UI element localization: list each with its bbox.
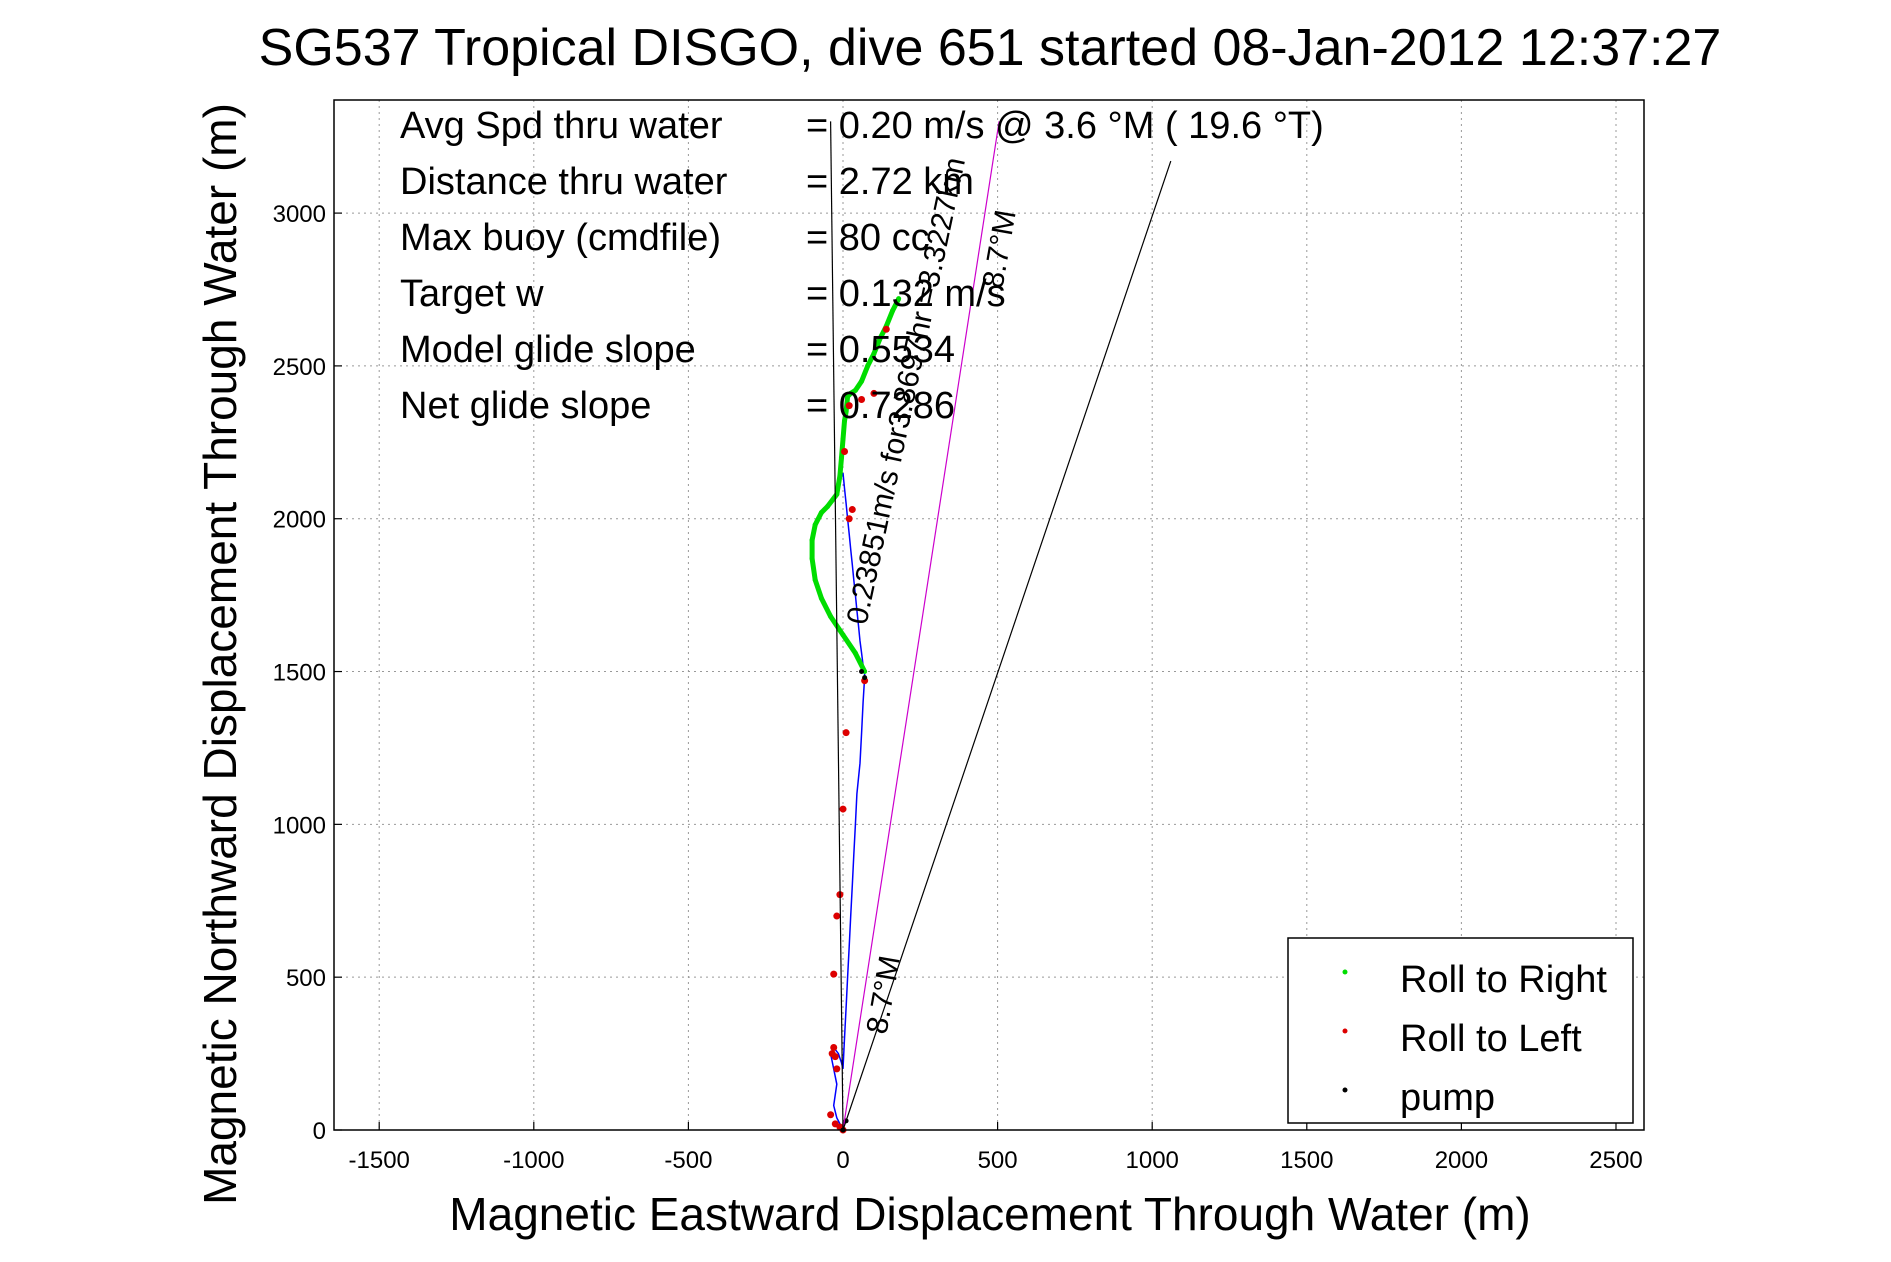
- data-point-roll-to-right: [812, 522, 818, 528]
- data-point-roll-to-right: [818, 510, 824, 516]
- data-point-roll-to-right: [852, 650, 858, 656]
- data-point-roll-to-right: [877, 335, 883, 341]
- data-point-roll-to-right: [840, 632, 846, 638]
- stat-label: Max buoy (cmdfile): [400, 217, 721, 259]
- data-point-roll-to-left: [882, 325, 890, 333]
- x-tick-label: 2500: [1589, 1147, 1642, 1174]
- legend-marker-roll-right: [1342, 969, 1348, 975]
- data-point-pump: [859, 669, 865, 675]
- data-point-roll-to-left: [839, 805, 847, 813]
- data-point-roll-to-left: [842, 729, 850, 737]
- data-point-roll-to-left: [845, 402, 853, 410]
- x-ticks: -1500 -1000 -500 0 500 1000 1500 2000 2500: [349, 1122, 1643, 1174]
- series-line-current: [842, 160, 1172, 1131]
- x-tick-label: 500: [978, 1147, 1018, 1174]
- x-tick-label: 0: [836, 1147, 849, 1174]
- data-point-roll-to-right: [852, 387, 858, 393]
- data-point-roll-to-left: [833, 912, 841, 920]
- data-point-roll-to-right: [809, 555, 815, 561]
- data-point-roll-to-right: [896, 296, 902, 302]
- series-group: [809, 121, 1172, 1134]
- stat-label: Model glide slope: [400, 329, 696, 371]
- stat-value: = 0.7286: [806, 385, 955, 427]
- stat-label: Target w: [400, 273, 544, 315]
- data-point-roll-to-right: [889, 308, 895, 314]
- stat-value: = 0.5534: [806, 329, 955, 371]
- data-point-roll-to-left: [845, 515, 853, 523]
- data-point-roll-to-right: [840, 436, 846, 442]
- data-point-roll-to-left: [858, 396, 866, 404]
- y-tick-label: 500: [286, 965, 326, 992]
- data-point-roll-to-right: [871, 351, 877, 357]
- data-point-roll-to-right: [828, 614, 834, 620]
- data-point-roll-to-left: [870, 389, 878, 397]
- x-tick-label: -1000: [503, 1147, 564, 1174]
- data-point-roll-to-left: [848, 506, 856, 514]
- stat-value: = 0.132 m/s: [806, 273, 1006, 315]
- x-tick-label: -500: [664, 1147, 712, 1174]
- y-tick-label: 3000: [273, 201, 326, 228]
- data-point-roll-to-right: [837, 473, 843, 479]
- stat-value: = 2.72 km: [806, 161, 974, 203]
- data-point-roll-to-left: [831, 1053, 839, 1061]
- stat-label: Avg Spd thru water: [400, 105, 723, 147]
- data-point-roll-to-left: [833, 1065, 841, 1073]
- y-tick-label: 1500: [273, 660, 326, 687]
- data-point-roll-to-left: [841, 447, 849, 455]
- data-point-roll-to-right: [818, 595, 824, 601]
- data-point-roll-to-right: [838, 455, 844, 461]
- legend-label-roll-right: Roll to Right: [1400, 959, 1607, 1001]
- plot-frame: [333, 99, 1645, 1131]
- stat-value: = 80 cc: [806, 217, 930, 259]
- data-point-roll-to-left: [827, 1111, 835, 1119]
- data-point-roll-to-right: [848, 390, 854, 396]
- data-point-roll-to-right: [845, 393, 851, 399]
- legend-label-roll-left: Roll to Left: [1400, 1018, 1582, 1060]
- y-tick-label: 2000: [273, 507, 326, 534]
- x-tick-label: 1500: [1280, 1147, 1333, 1174]
- data-point-roll-to-right: [843, 409, 849, 415]
- data-point-roll-to-right: [859, 378, 865, 384]
- x-tick-label: 1000: [1126, 1147, 1179, 1174]
- x-axis-label: Magnetic Eastward Displacement Through W…: [449, 1188, 1530, 1240]
- y-tick-label: 0: [313, 1118, 326, 1145]
- x-tick-label: 2000: [1435, 1147, 1488, 1174]
- chart-title: SG537 Tropical DISGO, dive 651 started 0…: [259, 19, 1722, 77]
- data-point-roll-to-right: [812, 577, 818, 583]
- legend: Roll to Right Roll to Left pump: [1287, 937, 1634, 1124]
- legend-label-pump: pump: [1400, 1077, 1495, 1119]
- data-point-roll-to-right: [865, 363, 871, 369]
- data-point-roll-to-left: [830, 970, 838, 978]
- y-tick-label: 1000: [273, 812, 326, 839]
- stat-label: Net glide slope: [400, 385, 651, 427]
- legend-marker-roll-left: [1342, 1028, 1348, 1034]
- legend-marker-pump: [1342, 1087, 1348, 1093]
- data-point-pump: [862, 675, 868, 681]
- data-point-roll-to-right: [825, 503, 831, 509]
- stat-value: = 0.20 m/s @ 3.6 °M ( 19.6 °T): [806, 105, 1324, 147]
- x-tick-label: -1500: [349, 1147, 410, 1174]
- series-line-net-heading: [842, 121, 1000, 1131]
- y-tick-label: 2500: [273, 354, 326, 381]
- stats-block: Avg Spd thru water = 0.20 m/s @ 3.6 °M ( …: [400, 105, 1324, 427]
- series-line-ref: [830, 121, 844, 1131]
- data-point-roll-to-right: [842, 418, 848, 424]
- stat-label: Distance thru water: [400, 161, 728, 203]
- y-axis-label: Magnetic Northward Displacement Through …: [194, 103, 246, 1205]
- y-ticks: 0 500 1000 1500 2000 2500 3000: [273, 201, 342, 1145]
- data-point-roll-to-left: [830, 1043, 838, 1051]
- data-point-roll-to-right: [809, 537, 815, 543]
